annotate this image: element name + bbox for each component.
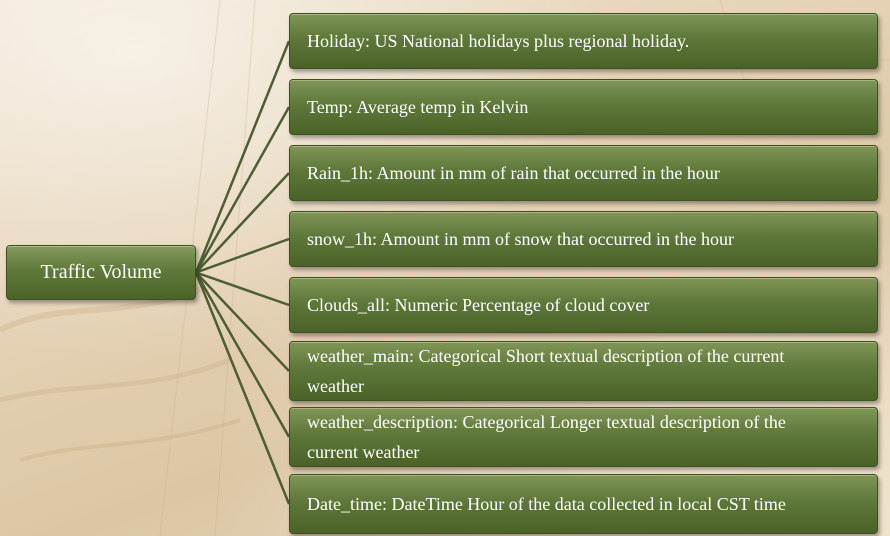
connector-line-1 bbox=[194, 40, 291, 273]
root-node-label: Traffic Volume bbox=[40, 261, 162, 283]
leaf-node-label: Clouds_all: Numeric Percentage of cloud … bbox=[307, 295, 650, 315]
leaf-node-label: Rain_1h: Amount in mm of rain that occur… bbox=[307, 163, 720, 183]
root-node-traffic-volume: Traffic Volume bbox=[6, 245, 196, 300]
connector-line-6 bbox=[195, 271, 290, 372]
leaf-node-clouds-all: Clouds_all: Numeric Percentage of cloud … bbox=[289, 277, 878, 333]
connector-line-5 bbox=[195, 271, 290, 307]
leaf-node-holiday: Holiday: US National holidays plus regio… bbox=[289, 13, 878, 69]
leaf-node-date-time: Date_time: DateTime Hour of the data col… bbox=[289, 474, 878, 534]
leaf-node-label: snow_1h: Amount in mm of snow that occur… bbox=[307, 229, 734, 249]
leaf-node-label: weather_description: Categorical Longer … bbox=[307, 412, 786, 462]
leaf-node-label: Temp: Average temp in Kelvin bbox=[307, 97, 529, 117]
leaf-node-rain-1h: Rain_1h: Amount in mm of rain that occur… bbox=[289, 145, 878, 201]
leaf-node-label: Date_time: DateTime Hour of the data col… bbox=[307, 494, 786, 514]
connector-line-8 bbox=[194, 272, 291, 505]
connector-line-2 bbox=[194, 106, 291, 274]
leaf-node-temp: Temp: Average temp in Kelvin bbox=[289, 79, 878, 135]
leaf-node-weather-main: weather_main: Categorical Short textual … bbox=[289, 341, 878, 401]
connector-line-7 bbox=[194, 271, 291, 438]
leaf-node-snow-1h: snow_1h: Amount in mm of snow that occur… bbox=[289, 211, 878, 267]
leaf-node-label: Holiday: US National holidays plus regio… bbox=[307, 31, 690, 51]
leaf-node-weather-description: weather_description: Categorical Longer … bbox=[289, 407, 878, 467]
connector-line-3 bbox=[195, 172, 290, 274]
leaf-node-label: weather_main: Categorical Short textual … bbox=[307, 346, 785, 396]
connector-line-4 bbox=[195, 237, 290, 274]
